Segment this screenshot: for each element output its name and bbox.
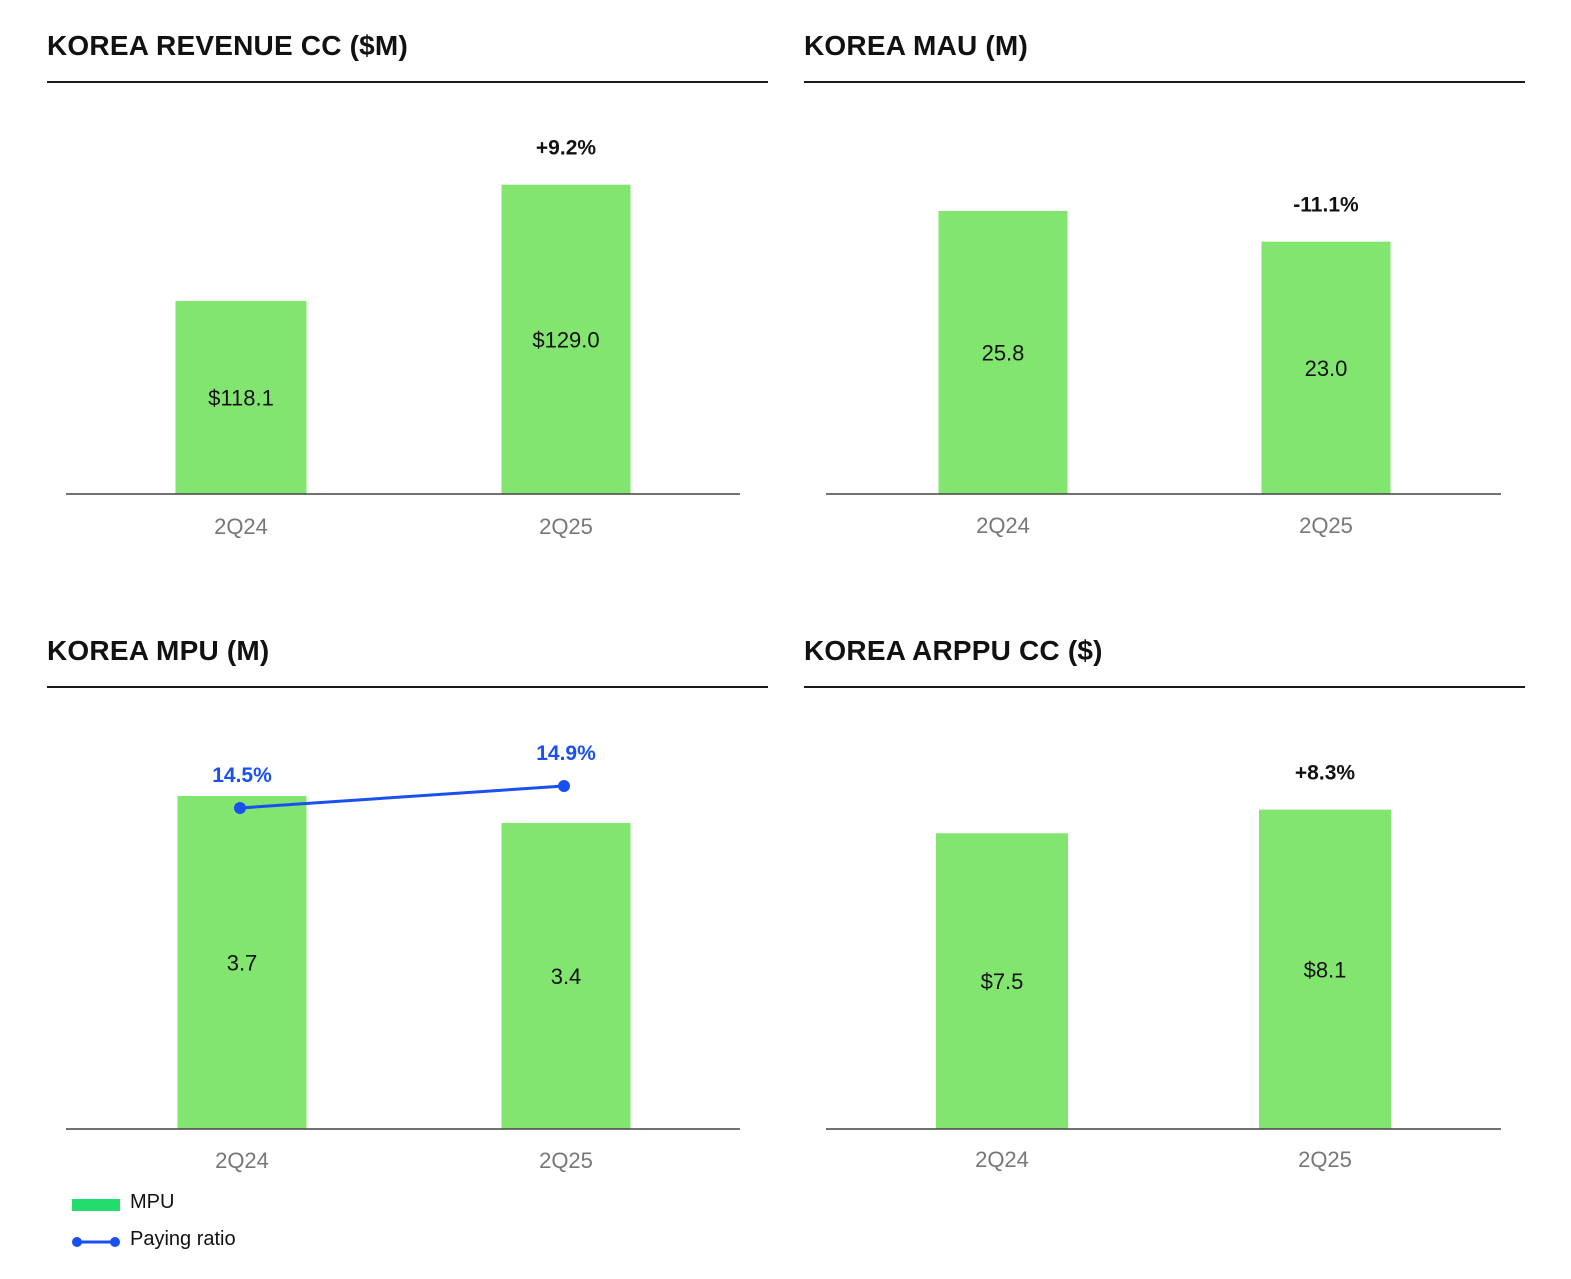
change-label: -11.1% bbox=[1293, 194, 1359, 217]
bar-value-label: 23.0 bbox=[1305, 356, 1348, 381]
mau-chart: 25.8 23.0 2Q24 2Q25 -11.1% bbox=[826, 194, 1501, 538]
x-tick-label: 2Q25 bbox=[1298, 1147, 1352, 1172]
title-divider bbox=[47, 81, 768, 83]
arppu-chart: $7.5 $8.1 2Q24 2Q25 +8.3% bbox=[826, 762, 1501, 1172]
legend-item-paying-ratio: Paying ratio bbox=[72, 1225, 372, 1255]
bar bbox=[936, 833, 1068, 1129]
change-label: +9.2% bbox=[536, 137, 596, 160]
bar bbox=[501, 184, 631, 494]
title-divider bbox=[47, 686, 768, 688]
chart-title: KOREA ARPPU CC ($) bbox=[804, 635, 1103, 666]
bar bbox=[1259, 809, 1391, 1129]
x-tick-label: 2Q24 bbox=[976, 513, 1030, 538]
bar bbox=[1261, 241, 1391, 494]
legend-line-marker bbox=[110, 1237, 120, 1247]
x-tick-label: 2Q25 bbox=[539, 514, 593, 539]
bar-value-label: 25.8 bbox=[982, 340, 1025, 365]
chart-title: KOREA MPU (M) bbox=[47, 635, 270, 666]
bar-value-label: $7.5 bbox=[981, 969, 1024, 994]
legend-label: MPU bbox=[130, 1191, 175, 1213]
revenue-panel: KOREA REVENUE CC ($M) $118.1 $129.0 2Q24 2Q… bbox=[47, 0, 769, 600]
x-tick-label: 2Q25 bbox=[539, 1148, 593, 1173]
legend-label: Paying ratio bbox=[130, 1228, 236, 1250]
mpu-chart: 3.7 3.4 2Q24 2Q25 14.5% 14.9% bbox=[66, 742, 740, 1173]
x-tick-label: 2Q24 bbox=[215, 1148, 269, 1173]
mpu-panel: KOREA MPU (M) 3.7 3.4 2Q24 2Q25 14.5% 14.9% bbox=[47, 605, 769, 1205]
legend-line-marker bbox=[72, 1237, 82, 1247]
x-tick-label: 2Q24 bbox=[975, 1147, 1029, 1172]
legend-swatch-icon bbox=[72, 1199, 120, 1211]
bar bbox=[175, 300, 307, 494]
x-tick-label: 2Q24 bbox=[214, 514, 268, 539]
legend-line-icon bbox=[72, 1237, 120, 1247]
paying-ratio-label: 14.5% bbox=[212, 764, 272, 787]
change-label: +8.3% bbox=[1295, 762, 1355, 785]
revenue-chart: $118.1 $129.0 2Q24 2Q25 +9.2% bbox=[66, 137, 740, 539]
bar bbox=[177, 796, 307, 1129]
bar-value-label: 3.4 bbox=[551, 964, 582, 989]
paying-ratio-point bbox=[234, 802, 246, 814]
bar-value-label: $8.1 bbox=[1304, 957, 1347, 982]
paying-ratio-point bbox=[558, 780, 570, 792]
mau-panel: KOREA MAU (M) 25.8 23.0 2Q24 2Q25 -11.1% bbox=[804, 0, 1526, 600]
title-divider bbox=[804, 686, 1525, 688]
paying-ratio-label: 14.9% bbox=[536, 742, 596, 765]
paying-ratio-line bbox=[239, 784, 565, 810]
x-tick-label: 2Q25 bbox=[1299, 513, 1353, 538]
bar-value-label: 3.7 bbox=[227, 951, 258, 976]
bar-value-label: $129.0 bbox=[532, 327, 599, 352]
bar-value-label: $118.1 bbox=[208, 385, 274, 410]
mpu-legend: MPU Paying ratio bbox=[72, 1188, 372, 1258]
chart-title: KOREA REVENUE CC ($M) bbox=[47, 30, 408, 61]
chart-title: KOREA MAU (M) bbox=[804, 30, 1028, 61]
bar bbox=[501, 823, 631, 1129]
bar bbox=[938, 210, 1068, 495]
arppu-panel: KOREA ARPPU CC ($) $7.5 $8.1 2Q24 2Q25 +8.3% bbox=[804, 605, 1526, 1205]
title-divider bbox=[804, 81, 1525, 83]
legend-item-mpu: MPU bbox=[72, 1188, 372, 1218]
